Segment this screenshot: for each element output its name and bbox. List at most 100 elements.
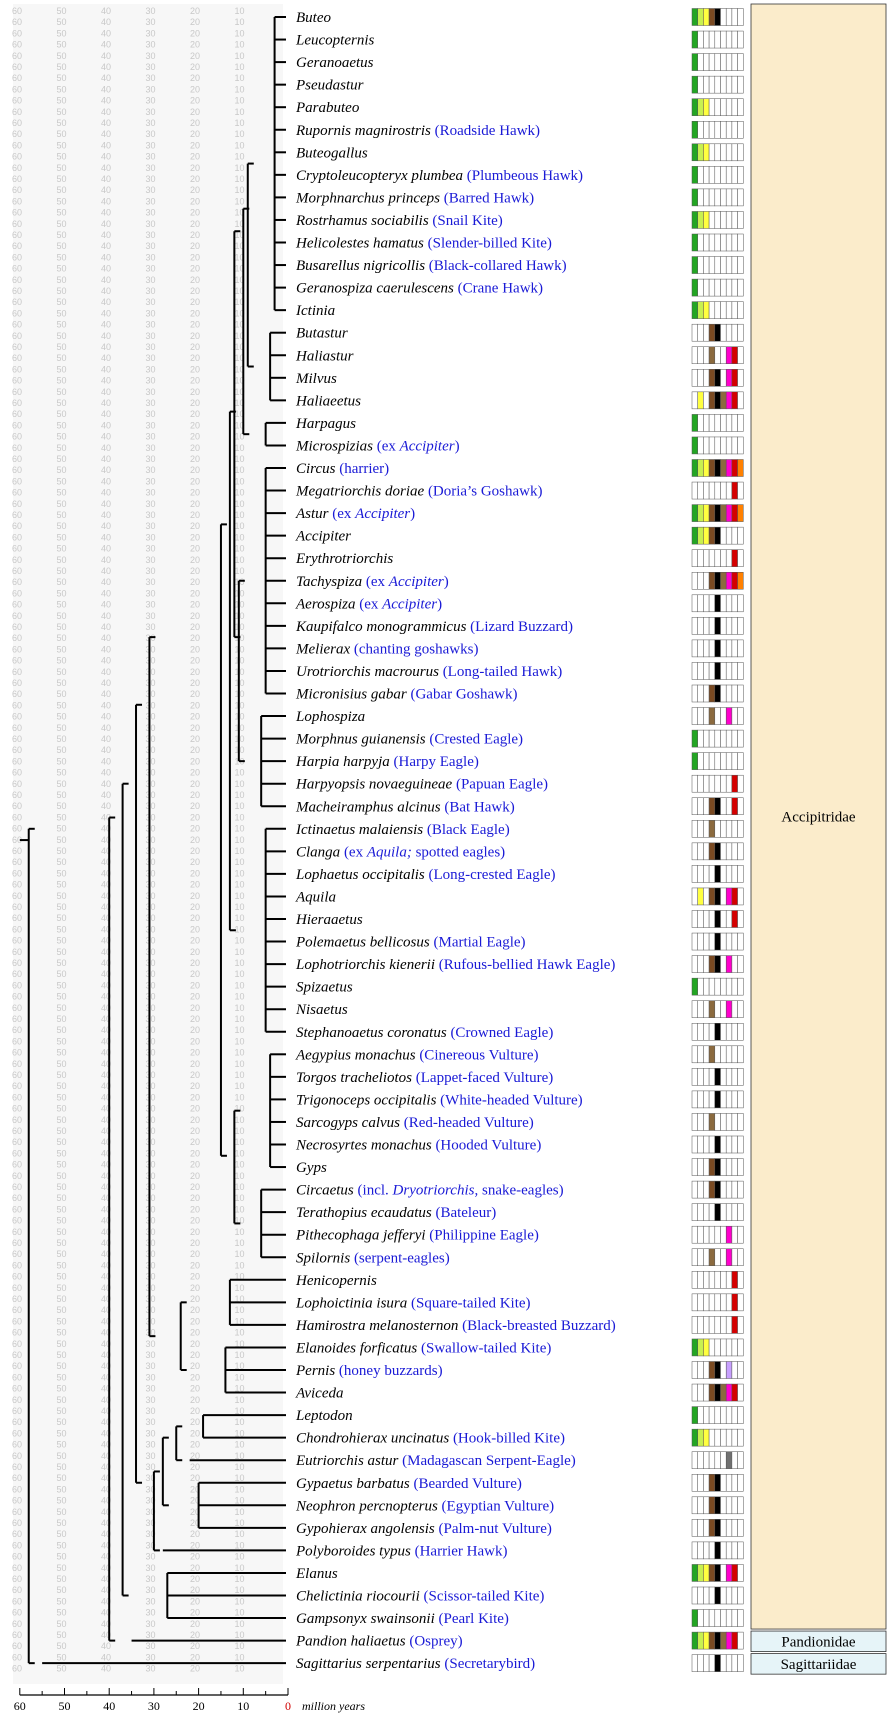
bg-number: 60 xyxy=(12,902,22,912)
bg-number: 20 xyxy=(190,644,200,654)
trait-cell xyxy=(725,75,733,94)
taxon-label: Pernis (honey buzzards) xyxy=(295,1363,443,1379)
bg-number: 20 xyxy=(190,297,200,307)
bg-number: 40 xyxy=(101,510,111,520)
bg-number: 30 xyxy=(146,1328,156,1338)
trait-cell xyxy=(725,166,733,184)
trait-cell xyxy=(725,391,733,410)
trait-cell xyxy=(725,729,733,748)
bg-number: 20 xyxy=(190,1384,200,1394)
bg-number: 20 xyxy=(190,1283,200,1293)
bg-number: 40 xyxy=(101,308,111,318)
trait-cell xyxy=(697,1609,704,1627)
trait-cell xyxy=(714,1586,721,1605)
bg-number: 60 xyxy=(12,611,22,621)
bg-number: 60 xyxy=(12,622,22,632)
bg-number: 30 xyxy=(146,420,156,430)
bg-number: 40 xyxy=(101,1372,111,1382)
bg-number: 60 xyxy=(12,409,22,419)
common-name: (Harpy Eagle) xyxy=(390,754,479,770)
genus-name: Accipiter xyxy=(295,529,351,545)
trait-cell xyxy=(731,1586,738,1605)
trait-cell xyxy=(697,1541,704,1560)
time-axis: 60 50 40 30 20 10 0 million years xyxy=(14,1688,365,1713)
bg-number: 10 xyxy=(235,118,245,128)
bg-number: 20 xyxy=(190,745,200,755)
common-name: (Papuan Eagle) xyxy=(452,777,548,793)
bg-number: 10 xyxy=(235,1350,245,1360)
bg-number: 40 xyxy=(101,1339,111,1349)
trait-row xyxy=(691,233,744,252)
bg-number: 50 xyxy=(57,712,67,722)
trait-cell xyxy=(691,1361,698,1379)
bg-number: 30 xyxy=(146,1406,156,1416)
bg-number: 60 xyxy=(12,320,22,330)
bg-number: 20 xyxy=(190,588,200,598)
trait-cell xyxy=(737,1248,744,1266)
trait-cell xyxy=(720,121,727,139)
bg-number: 40 xyxy=(101,1350,111,1360)
trait-cell xyxy=(697,1406,704,1424)
bg-number: 50 xyxy=(57,1641,67,1651)
trait-cell xyxy=(703,346,710,364)
bg-number: 50 xyxy=(57,947,67,957)
trait-cell xyxy=(708,684,716,703)
bg-number: 10 xyxy=(235,420,245,430)
trait-cell xyxy=(731,75,738,94)
trait-row xyxy=(691,1564,744,1582)
bg-number: 40 xyxy=(101,723,111,733)
trait-cell xyxy=(737,774,744,793)
trait-cell xyxy=(725,1474,733,1492)
bg-number: 40 xyxy=(101,891,111,901)
bg-number: 50 xyxy=(57,644,67,654)
genus-name: Gypohierax angolensis xyxy=(296,1521,435,1537)
bg-number: 20 xyxy=(190,521,200,531)
bg-number: 40 xyxy=(101,1585,111,1595)
trait-cell xyxy=(714,98,721,116)
bg-number: 10 xyxy=(235,286,245,296)
bg-number: 30 xyxy=(146,1137,156,1147)
trait-cell xyxy=(737,1203,744,1221)
bg-number: 50 xyxy=(57,40,67,50)
trait-cell xyxy=(703,1609,710,1627)
bg-number: 10 xyxy=(235,555,245,565)
bg-number: 30 xyxy=(146,219,156,229)
trait-row xyxy=(691,797,744,815)
bg-number: 50 xyxy=(57,868,67,878)
bg-number: 50 xyxy=(57,936,67,946)
common-name: (Slender-billed Kite) xyxy=(424,236,552,252)
common-name-tail: ) xyxy=(455,438,460,454)
bg-number: 40 xyxy=(101,1428,111,1438)
trait-cell xyxy=(703,662,710,680)
bg-number: 40 xyxy=(101,712,111,722)
trait-cell xyxy=(691,977,698,996)
bg-number: 40 xyxy=(101,84,111,94)
bg-number: 10 xyxy=(235,801,245,811)
trait-cell xyxy=(708,1271,716,1289)
trait-cell xyxy=(720,481,727,500)
trait-cell xyxy=(703,301,710,319)
genus-name: Chondrohierax uncinatus xyxy=(296,1431,449,1447)
bg-number: 40 xyxy=(101,1160,111,1170)
trait-cell xyxy=(737,1045,744,1064)
trait-row xyxy=(691,98,744,116)
bg-number: 50 xyxy=(57,1496,67,1506)
bg-number: 10 xyxy=(235,252,245,262)
bg-number: 40 xyxy=(101,824,111,834)
bg-number: 60 xyxy=(12,96,22,106)
trait-cell xyxy=(737,233,744,252)
common-name: (Secretarybird) xyxy=(441,1656,536,1672)
bg-number: 20 xyxy=(190,689,200,699)
bg-number: 10 xyxy=(235,320,245,330)
bg-number: 10 xyxy=(235,241,245,251)
trait-cell xyxy=(708,1135,716,1154)
bg-number: 20 xyxy=(190,1596,200,1606)
trait-row xyxy=(691,166,744,184)
trait-cell xyxy=(725,1586,733,1605)
genus-name: Circus xyxy=(296,461,336,477)
bg-number: 50 xyxy=(57,1092,67,1102)
trait-cell xyxy=(697,436,704,455)
bg-number: 60 xyxy=(12,1339,22,1349)
bg-number: 60 xyxy=(12,1507,22,1517)
bg-number: 50 xyxy=(57,846,67,856)
